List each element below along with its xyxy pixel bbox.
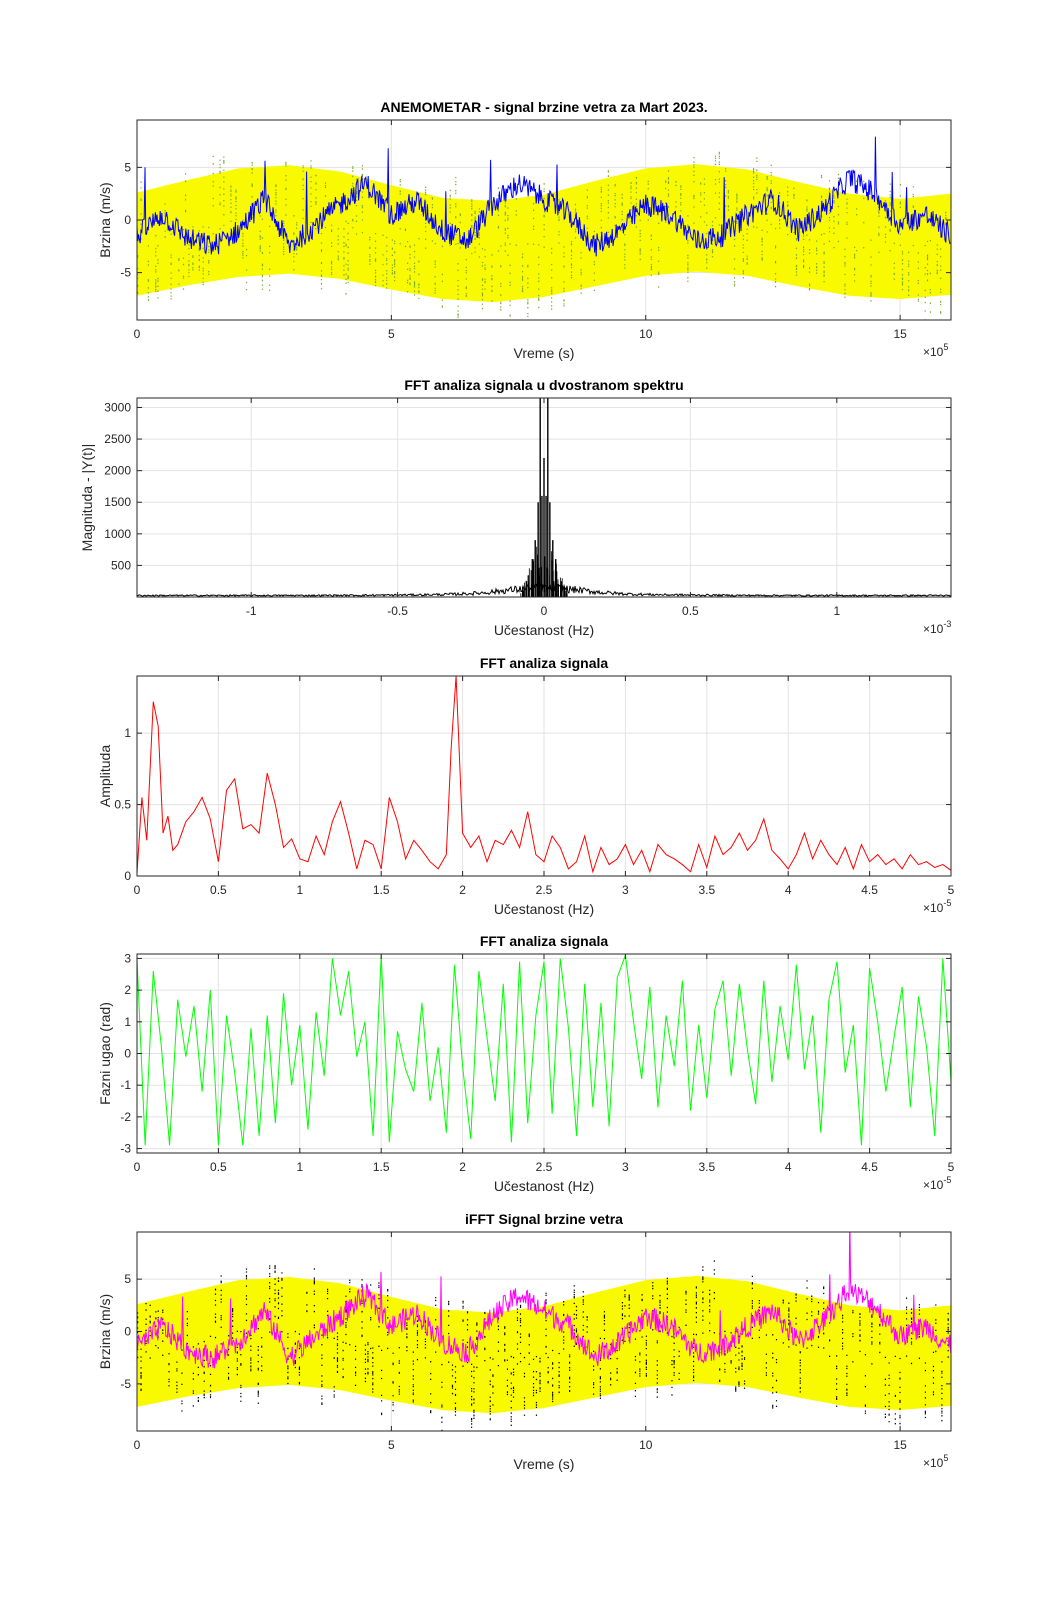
ifft-signal-xtick-label-1: 5 <box>388 1438 395 1452</box>
fft-amplitude-xtick-label-4: 2 <box>459 883 466 897</box>
wind-speed-xtick-label-1: 5 <box>388 327 395 341</box>
wind-speed-ytick-label-1: 0 <box>124 213 131 227</box>
fft-phase-series <box>137 955 951 1146</box>
fft-spectrum-peak-cluster <box>520 533 568 597</box>
ifft-signal-xlabel: Vreme (s) <box>514 1456 575 1472</box>
fft-amplitude-xtick-label-0: 0 <box>134 883 141 897</box>
fft-phase-xlabel: Učestanost (Hz) <box>494 1178 594 1194</box>
ifft-signal-xtick-label-2: 10 <box>639 1438 653 1452</box>
fft-amplitude-xtick-label-2: 1 <box>296 883 303 897</box>
fft-amplitude-ytick-label-1: 0.5 <box>114 798 131 812</box>
fft-phase-xtick-label-4: 2 <box>459 1160 466 1174</box>
fft-amplitude-xtick-label-7: 3.5 <box>698 883 715 897</box>
wind-speed-xtick-label-2: 10 <box>639 327 653 341</box>
ifft-signal-signal-line <box>137 1232 951 1369</box>
wind-speed-xlabel: Vreme (s) <box>514 345 575 361</box>
fft-spectrum-xtick-label-2: 0 <box>541 604 548 618</box>
fft-spectrum-ytick-label-2: 1500 <box>104 495 131 509</box>
ifft-signal-ytick-label-1: 0 <box>124 1325 131 1339</box>
fft-spectrum-x-exponent: ×10-3 <box>923 619 951 636</box>
fft-amplitude-ytick-label-0: 0 <box>124 869 131 883</box>
fft-spectrum-series <box>137 398 951 597</box>
wind-speed-x-exponent: ×105 <box>923 342 948 359</box>
ifft-signal-noise-dots <box>137 1260 949 1431</box>
fft-phase-x-exponent: ×10-5 <box>923 1175 951 1192</box>
fft-phase-ytick-label-1: -2 <box>120 1110 131 1124</box>
fft-spectrum-xlabel: Učestanost (Hz) <box>494 622 594 638</box>
fft-phase-xtick-label-9: 4.5 <box>861 1160 878 1174</box>
fft-phase-xtick-label-7: 3.5 <box>698 1160 715 1174</box>
wind-speed-xtick-label-3: 15 <box>893 327 907 341</box>
ifft-signal-xtick-label-0: 0 <box>134 1438 141 1452</box>
fft-amplitude-ylabel: Amplituda <box>97 745 113 807</box>
fft-spectrum-ylabel: Magnituda - |Y(t)| <box>79 444 95 552</box>
fft-amplitude-xtick-label-10: 5 <box>948 883 955 897</box>
fft-phase-xtick-label-2: 1 <box>296 1160 303 1174</box>
fft-amplitude-xtick-label-9: 4.5 <box>861 883 878 897</box>
fft-spectrum-xtick-label-3: 0.5 <box>682 604 699 618</box>
fft-phase-line <box>137 955 951 1146</box>
fft-phase-xtick-label-6: 3 <box>622 1160 629 1174</box>
fft-phase-ytick-label-5: 2 <box>124 983 131 997</box>
panel-fft-phase: 0 0.5 1 1.5 2 2.5 3 3.5 4 4.5 5 -3 -2 -1 0 1 2 3 FFT anali… <box>97 933 955 1194</box>
ifft-signal-x-exponent-power: 5 <box>943 1453 948 1463</box>
fft-phase-ytick-label-0: -3 <box>120 1142 131 1156</box>
wind-speed-x-exponent-power: 5 <box>943 342 948 352</box>
fft-amplitude-x-exponent-power: -5 <box>943 898 951 908</box>
panel-wind-speed-signal: 0 5 10 15 -5 0 5 ANEMOMETAR - signal brzine vet… <box>97 99 952 361</box>
fft-amplitude-title: FFT analiza signala <box>480 655 609 671</box>
ifft-signal-x-exponent: ×105 <box>923 1453 948 1470</box>
fft-amplitude-xlabel: Učestanost (Hz) <box>494 901 594 917</box>
fft-phase-xtick-label-3: 1.5 <box>373 1160 390 1174</box>
fft-phase-title: FFT analiza signala <box>480 933 609 949</box>
fft-spectrum-x-exponent-power: -3 <box>943 619 951 629</box>
panel-ifft-signal: 0 5 10 15 -5 0 5 iFFT Signal brzine vetra Vreme … <box>97 1211 952 1472</box>
fft-spectrum-ytick-label-0: 500 <box>111 558 131 572</box>
fft-spectrum-ytick-label-4: 2500 <box>104 432 131 446</box>
fft-phase-ytick-label-3: 0 <box>124 1047 131 1061</box>
wind-speed-ytick-label-0: -5 <box>120 266 131 280</box>
ifft-signal-xtick-label-3: 15 <box>893 1438 907 1452</box>
fft-phase-xtick-label-8: 4 <box>785 1160 792 1174</box>
fft-amplitude-xtick-label-8: 4 <box>785 883 792 897</box>
ifft-signal-ytick-label-0: -5 <box>120 1377 131 1391</box>
fft-phase-xtick-label-1: 0.5 <box>210 1160 227 1174</box>
fft-spectrum-xtick-label-0: -1 <box>246 604 257 618</box>
fft-phase-xtick-label-5: 2.5 <box>536 1160 553 1174</box>
fft-phase-ytick-label-6: 3 <box>124 951 131 965</box>
fft-spectrum-ytick-label-3: 2000 <box>104 464 131 478</box>
fft-spectrum-xtick-label-4: 1 <box>833 604 840 618</box>
fft-phase-xtick-label-0: 0 <box>134 1160 141 1174</box>
wind-speed-ylabel: Brzina (m/s) <box>97 182 113 257</box>
fft-amplitude-series <box>137 676 951 874</box>
fft-amplitude-xtick-label-6: 3 <box>622 883 629 897</box>
fft-phase-ytick-label-2: -1 <box>120 1078 131 1092</box>
wind-speed-title: ANEMOMETAR - signal brzine vetra za Mart… <box>380 99 707 115</box>
wind-speed-signal-line <box>137 136 951 257</box>
fft-spectrum-ytick-label-1: 1000 <box>104 527 131 541</box>
ifft-signal-series <box>137 1232 951 1431</box>
ifft-signal-title: iFFT Signal brzine vetra <box>465 1211 623 1227</box>
fft-amplitude-xtick-label-5: 2.5 <box>536 883 553 897</box>
fft-phase-x-exponent-power: -5 <box>943 1175 951 1185</box>
fft-phase-ytick-label-4: 1 <box>124 1015 131 1029</box>
fft-phase-ylabel: Fazni ugao (rad) <box>97 1002 113 1105</box>
fft-amplitude-xtick-label-1: 0.5 <box>210 883 227 897</box>
fft-amplitude-x-exponent: ×10-5 <box>923 898 951 915</box>
fft-spectrum-title: FFT analiza signala u dvostranom spektru <box>404 377 683 393</box>
fft-spectrum-ytick-label-5: 3000 <box>104 400 131 414</box>
fft-amplitude-ytick-label-2: 1 <box>124 726 131 740</box>
fft-spectrum-xtick-label-1: -0.5 <box>387 604 408 618</box>
panel-fft-amplitude: 0 0.5 1 1.5 2 2.5 3 3.5 4 4.5 5 0 0.5 1 FFT analiza si… <box>97 655 955 917</box>
ifft-signal-ylabel: Brzina (m/s) <box>97 1294 113 1369</box>
wind-speed-ytick-label-2: 5 <box>124 160 131 174</box>
wind-speed-xtick-label-0: 0 <box>134 327 141 341</box>
fft-amplitude-line <box>137 676 951 874</box>
ifft-signal-ytick-label-2: 5 <box>124 1272 131 1286</box>
wind-speed-series <box>137 136 951 320</box>
fft-phase-xtick-label-10: 5 <box>948 1160 955 1174</box>
fft-amplitude-xtick-label-3: 1.5 <box>373 883 390 897</box>
